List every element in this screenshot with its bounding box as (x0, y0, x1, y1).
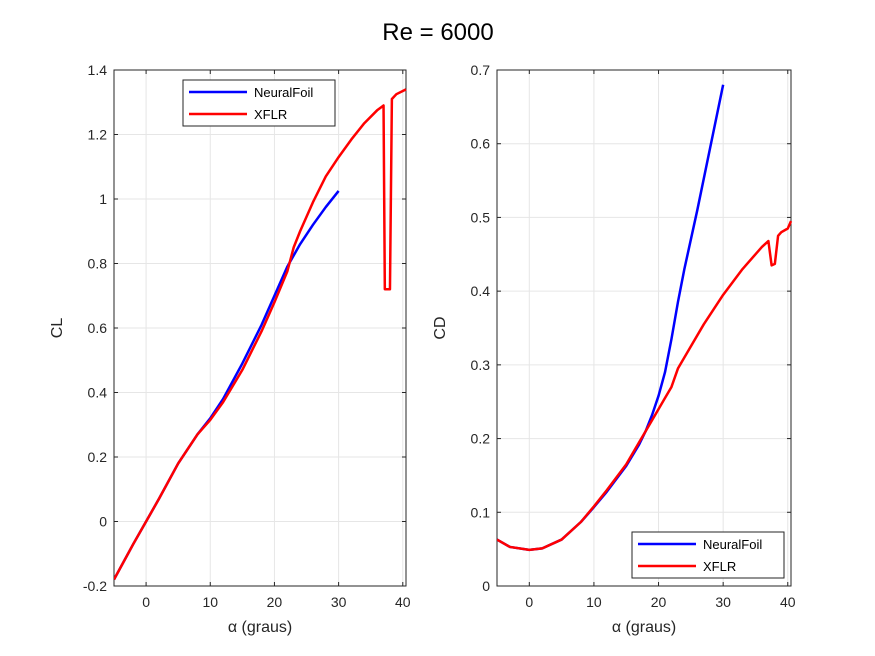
cd-ytick-label: 0.7 (471, 62, 491, 78)
cl-xtick-label: 30 (331, 594, 347, 610)
cl-ytick-label: 0 (99, 514, 107, 530)
cl-legend: NeuralFoil XFLR (182, 79, 336, 127)
cd-panel: 0 10 20 30 40 0 0.1 0.2 0.3 0.4 0.5 0.6 0.7 α (graus)… (432, 62, 796, 636)
cl-ytick-label: 0.8 (88, 256, 108, 272)
figure-title: Re = 6000 (382, 19, 493, 46)
cd-ytick-label: 0.3 (471, 357, 491, 373)
cd-ytick-label: 0.6 (471, 136, 491, 152)
cd-neuralfoil-series-line (497, 84, 725, 552)
cd-ylabel: CD (432, 316, 449, 339)
cd-legend-label-neuralfoil: NeuralFoil (703, 537, 762, 552)
cl-ytick-label: 1.4 (88, 62, 108, 78)
cl-xtick-label: 40 (395, 594, 411, 610)
cd-ytick-label: 0.1 (471, 504, 491, 520)
cl-xlabel: α (graus) (228, 619, 292, 636)
cd-axes-box (496, 69, 792, 587)
cl-ytick-label: 0.4 (88, 385, 108, 401)
cd-xtick-label: 40 (780, 594, 796, 610)
cd-ytick-label: 0.2 (471, 431, 491, 447)
cl-xtick-label: 20 (267, 594, 283, 610)
cd-legend: NeuralFoil XFLR (631, 531, 785, 579)
cl-xflr-series-line (114, 88, 407, 581)
cl-ytick-label: 1.2 (88, 127, 108, 143)
cd-xtick-label: 20 (651, 594, 667, 610)
cd-ytick-label: 0.5 (471, 209, 491, 225)
cd-xflr-series-line (497, 220, 793, 552)
cd-xtick-label: 30 (715, 594, 731, 610)
cd-xlabel: α (graus) (612, 619, 676, 636)
cd-xtick-label: 10 (586, 594, 602, 610)
cl-panel: 0 10 20 30 40 -0.2 0 0.2 0.4 0.6 0.8 1 1.2 1.4 α (grau… (49, 62, 411, 636)
cl-ytick-label: 1 (99, 191, 107, 207)
cl-ytick-label: 0.2 (88, 449, 108, 465)
cl-legend-box (182, 79, 336, 127)
cl-ytick-label: 0.6 (88, 320, 108, 336)
cd-legend-label-xflr: XFLR (703, 559, 736, 574)
cl-xtick-label: 10 (202, 594, 218, 610)
cd-ytick-label: 0.4 (471, 283, 491, 299)
cl-xtick-label: 0 (142, 594, 150, 610)
cl-legend-label-neuralfoil: NeuralFoil (254, 85, 313, 100)
cd-ytick-label: 0 (482, 578, 490, 594)
cd-xtick-label: 0 (525, 594, 533, 610)
cl-ytick-label: -0.2 (83, 578, 107, 594)
cl-legend-label-xflr: XFLR (254, 107, 287, 122)
cd-legend-box (631, 531, 785, 579)
cl-ylabel: CL (49, 318, 66, 339)
